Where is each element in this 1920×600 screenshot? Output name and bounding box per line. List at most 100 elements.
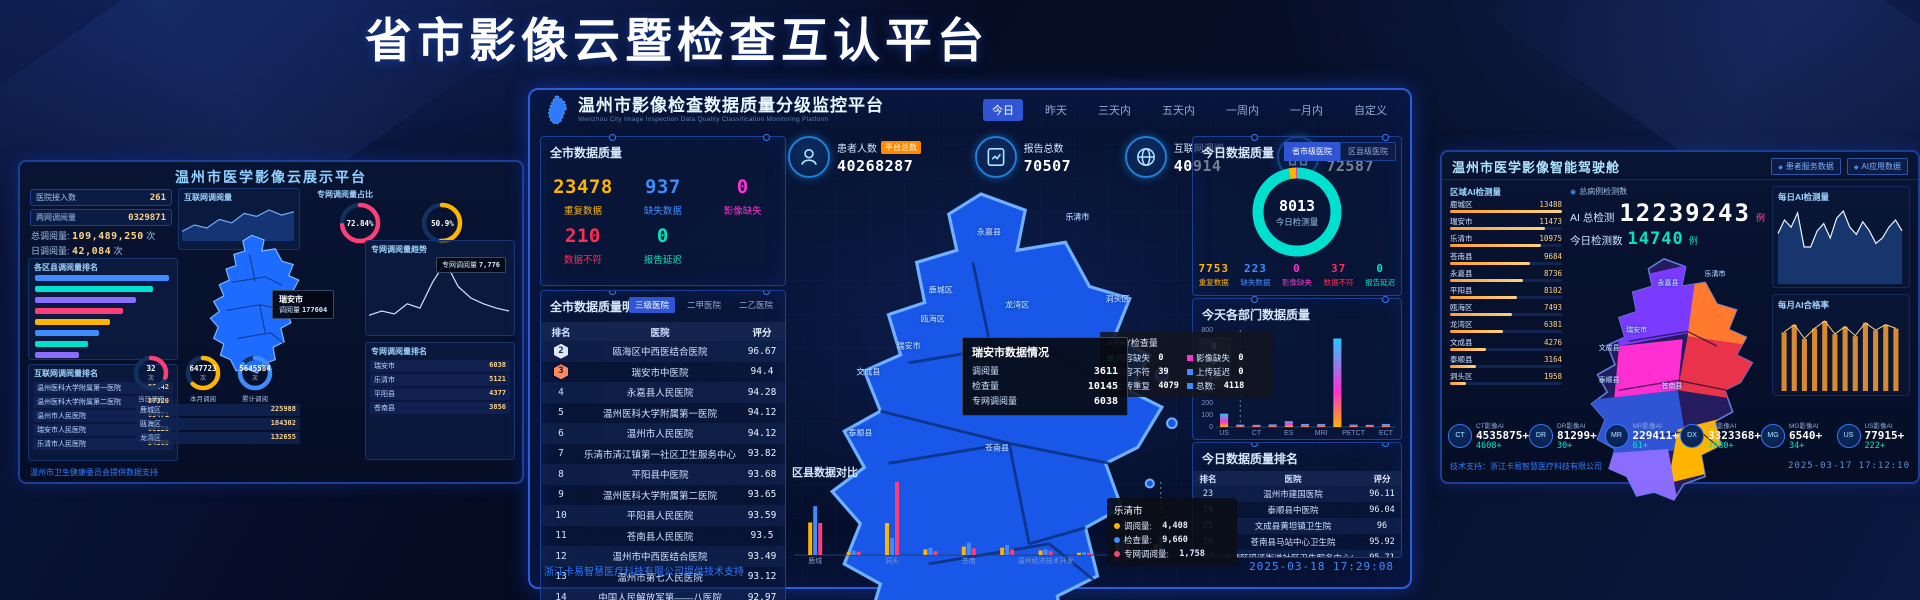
list-item[interactable]: 瓯海区 184302	[136, 418, 300, 430]
right-header: 温州市医学影像智能驾驶舱 患者服务数据 AI应用数据	[1442, 152, 1918, 180]
district-label[interactable]: 瓯海区	[920, 314, 945, 324]
table-row[interactable]: 5 温州医科大学附属第一医院 94.12	[558, 407, 777, 420]
table-row[interactable]: 11 苍南县人民医院 93.5	[555, 530, 774, 543]
xray-title: XRAY检查量	[1107, 338, 1158, 348]
time-tab[interactable]: 今日	[983, 99, 1023, 121]
time-tab[interactable]: 昨天	[1045, 105, 1067, 117]
col-hospital: 医院	[1284, 473, 1302, 484]
region-row[interactable]: 乐清市 10975	[1450, 234, 1562, 248]
time-tab[interactable]: 三天内	[1098, 105, 1131, 117]
left-panel-title: 温州市医学影像云展示平台	[175, 169, 367, 185]
daily-ai-chart[interactable]	[1775, 205, 1905, 287]
district-label[interactable]: 泰顺县	[1598, 377, 1620, 385]
header-button[interactable]: 患者服务数据	[1771, 158, 1841, 175]
table-row[interactable]: 10 平阳县人民医院 93.59	[541, 505, 785, 526]
section-title: 互联网调阅量排名	[34, 369, 98, 378]
district-label[interactable]: 泰顺县	[848, 428, 873, 438]
time-tab[interactable]: 自定义	[1354, 105, 1387, 117]
list-item[interactable]: 乐清市 5121	[370, 374, 510, 386]
table-row[interactable]: 2 瓯海区中西医结合医院 96.67	[541, 341, 785, 362]
list-item[interactable]: 鹿城区 225988	[136, 404, 300, 416]
district-label[interactable]: 瑞安市	[896, 341, 921, 351]
region-row[interactable]: 泰顺县 3164	[1450, 355, 1562, 368]
table-row[interactable]: 3 瑞安市中医院 94.4	[541, 362, 785, 383]
district-label[interactable]: 龙湾区	[1005, 300, 1030, 310]
gauge-ring[interactable]	[184, 354, 222, 392]
table-row[interactable]: 9 温州医科大学附属第二医院 93.65	[558, 489, 777, 502]
col-score: 评分	[752, 327, 772, 339]
donut-center: 8013 今日检测量	[1275, 196, 1319, 227]
internet-trend-box[interactable]: 互联网调阅量	[178, 188, 300, 250]
time-tab[interactable]: 五天内	[1162, 105, 1195, 117]
district-label[interactable]: 鹿城区	[928, 285, 953, 295]
list-item[interactable]: 龙湾区 132655	[136, 432, 300, 444]
ai-total-row: AI 总检测 12239243 例	[1570, 199, 1765, 227]
quality-stat: 37 数据不符	[1323, 262, 1354, 287]
right-bottom-bar: 技术支持：浙江卡易智慧医疗科技有限公司 2025-03-17 17:12:10	[1450, 461, 1910, 472]
list-item[interactable]: 瑞安市 6038	[370, 360, 510, 372]
district-label[interactable]: 永嘉县	[1657, 279, 1679, 287]
table-row[interactable]: 6 温州市人民医院 94.12	[541, 423, 785, 444]
internet-trend-chart[interactable]	[179, 204, 297, 244]
table-row[interactable]: 13 温州市第七人民医院 93.12	[555, 571, 777, 584]
gauge-ring[interactable]	[132, 354, 170, 392]
district-rank-bars[interactable]	[29, 274, 177, 362]
modality-today: 61+	[1632, 441, 1648, 451]
hospital-level-tab[interactable]: 三级医院	[628, 297, 675, 313]
time-tab[interactable]: 一周内	[1226, 105, 1259, 117]
section-title: 每月AI合格率	[1778, 300, 1830, 310]
time-tab[interactable]: 一月内	[1290, 105, 1323, 117]
district-label[interactable]: 瑞安市	[1626, 326, 1648, 334]
monthly-ai-chart[interactable]	[1775, 313, 1905, 395]
header-button[interactable]: AI应用数据	[1846, 158, 1908, 175]
region-row[interactable]: 永嘉县 8736	[1450, 269, 1562, 282]
region-row[interactable]: 瓯海区 7493	[1450, 303, 1562, 317]
district-label[interactable]: 文成县	[856, 367, 881, 377]
stat-chip[interactable]: 两网调阅量 0329871	[30, 209, 172, 226]
table-row[interactable]: 7 乐清市清江镇第一社区卫生服务中心 93.82	[558, 448, 777, 461]
modality-label: DX影像AI	[1708, 423, 1737, 430]
district-rank-bars-box[interactable]: 各区县调阅量排名	[28, 258, 178, 360]
district-label[interactable]: 文成县	[1598, 344, 1620, 352]
modality-stat: MG MG影像AI 6540+ 34+	[1761, 420, 1837, 451]
table-row[interactable]: 12 温州市中西医结合医院 93.49	[541, 546, 785, 567]
table-row[interactable]: 8 平阳县中医院 93.68	[541, 464, 785, 485]
today-donut[interactable]: 8013 今日检测量	[1251, 166, 1343, 258]
district-label[interactable]: 苍南县	[985, 443, 1010, 453]
left-map[interactable]	[198, 232, 310, 374]
region-row[interactable]: 苍南县 9684	[1450, 252, 1562, 265]
ring-value: 50.9%	[431, 218, 454, 228]
region-row[interactable]: 洞头区 1958	[1450, 372, 1562, 385]
table-row[interactable]: 14 中国人民解放军第——八医院 92.97	[541, 587, 785, 600]
district-label[interactable]: 苍南县	[1661, 383, 1683, 391]
donut-chart[interactable]	[1251, 166, 1343, 258]
hospital-level-tab[interactable]: 二甲医院	[686, 300, 721, 310]
district-label[interactable]: 乐清市	[1704, 270, 1726, 278]
hospital-level-tab[interactable]: 二乙医院	[738, 300, 773, 310]
table-row[interactable]: 23 温州市建国医院 96.11	[1193, 486, 1401, 502]
ring-chart[interactable]	[338, 201, 382, 245]
center-map[interactable]: 永嘉县 乐清市 鹿城区 瓯海区 龙湾区 洞头区 瑞安市 文成县 平阳县	[788, 182, 1190, 600]
right-map[interactable]: 永嘉县 乐清市 瑞安市 文成县 泰顺县 苍南县	[1570, 253, 1766, 501]
region-row[interactable]: 龙湾区 6381	[1450, 320, 1562, 334]
region-row[interactable]: 瑞安市 11473	[1450, 217, 1562, 231]
district-label[interactable]: 永嘉县	[977, 227, 1001, 237]
scope-toggle-chip[interactable]: 区县级医院	[1340, 142, 1396, 161]
private-trend-box[interactable]: 专网调阅量趋势 专网调阅量 7,776	[365, 240, 515, 336]
region-row[interactable]: 鹿城区 13488	[1450, 200, 1562, 213]
region-row[interactable]: 文成县 4276	[1450, 338, 1562, 351]
gauge: 32 次 当日调阅	[132, 354, 170, 403]
table-row[interactable]: 4 永嘉县人民医院 94.28	[541, 382, 785, 403]
region-row[interactable]: 平阳县 8102	[1450, 286, 1562, 299]
district-label[interactable]: 洞头区	[1105, 294, 1130, 304]
legend-swatch	[1187, 355, 1193, 361]
district-label[interactable]: 乐清市	[1065, 212, 1090, 222]
stat-chip[interactable]: 医院接入数 261	[30, 189, 172, 206]
svg-text:ECT: ECT	[1379, 430, 1394, 437]
scope-toggle-chip[interactable]: 省市级医院	[1284, 142, 1340, 161]
tooltip-title: 瑞安市数据情况	[972, 347, 1049, 359]
gauge-ring[interactable]	[236, 354, 274, 392]
list-item[interactable]: 苍南县 3856	[370, 402, 510, 414]
list-item[interactable]: 平阳县 4377	[370, 388, 510, 400]
